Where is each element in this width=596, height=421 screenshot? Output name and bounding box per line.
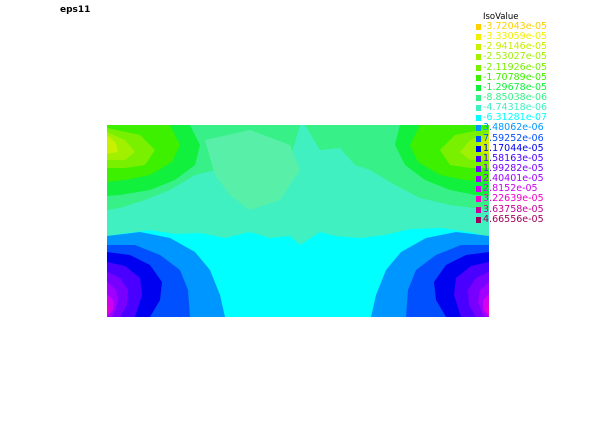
- legend-label: 4.66556e-05: [483, 213, 544, 225]
- legend-label: -3.72043e-05: [483, 21, 548, 32]
- legend-swatch: [476, 186, 481, 193]
- legend-label: 1.99282e-05: [483, 162, 544, 174]
- legend-label: 3.63758e-05: [483, 203, 544, 215]
- legend-item: 7.59252e-06: [474, 133, 544, 144]
- legend-label: -1.29678e-05: [483, 81, 548, 93]
- legend-label: 2.8152e-05: [483, 183, 538, 195]
- legend-item: -3.72043e-05: [474, 22, 547, 32]
- legend-item: -4.74318e-06: [474, 103, 547, 113]
- legend-swatch: [476, 34, 481, 41]
- legend-swatch: [476, 176, 481, 183]
- legend-item: -3.33059e-05: [474, 32, 547, 42]
- legend-label: -6.31281e-07: [483, 112, 548, 124]
- chart-title: eps11: [60, 5, 91, 15]
- legend-item: -6.31281e-07: [474, 113, 547, 123]
- legend-swatch: [476, 135, 481, 142]
- contour-field: [107, 125, 489, 317]
- legend-swatch: [476, 94, 481, 101]
- legend-item: -2.94146e-05: [474, 42, 547, 52]
- region-green-tr4: [460, 132, 489, 160]
- legend-item: -2.11926e-05: [474, 62, 547, 73]
- legend: IsoValue -3.72043e-05 -3.33059e-05 -2.9414…: [474, 12, 547, 225]
- legend-label: 3.22639e-05: [483, 193, 544, 205]
- legend-label: 1.58163e-05: [483, 152, 544, 164]
- region-blue-br8: [486, 304, 489, 315]
- legend-label: -2.11926e-05: [483, 61, 548, 73]
- legend-swatch: [476, 165, 481, 172]
- legend-swatch: [476, 206, 481, 213]
- legend-item: 3.63758e-05: [474, 204, 544, 215]
- region-center-light: [205, 130, 300, 210]
- region-blue-bl8: [107, 304, 110, 315]
- region-green-tl5: [107, 135, 118, 154]
- legend-swatch: [476, 84, 481, 91]
- legend-swatch: [476, 115, 481, 122]
- legend-label: -2.53027e-05: [483, 51, 548, 63]
- legend-item: 1.99282e-05: [474, 163, 544, 174]
- legend-item: 4.66556e-05: [474, 214, 544, 225]
- legend-label: -1.70789e-05: [483, 71, 548, 83]
- legend-label: 7.59252e-06: [483, 132, 544, 144]
- legend-label: -3.33059e-05: [483, 31, 548, 43]
- legend-item: 2.40401e-05: [474, 174, 544, 184]
- legend-label: 3.48062e-06: [483, 122, 544, 134]
- legend-label: 1.17044e-05: [483, 142, 544, 154]
- legend-swatch: [476, 196, 481, 203]
- legend-item: 2.8152e-05: [474, 184, 540, 194]
- legend-item: -1.70789e-05: [474, 72, 547, 83]
- legend-label: 2.40401e-05: [483, 173, 544, 185]
- legend-swatch: [476, 44, 481, 51]
- legend-item: 1.17044e-05: [474, 143, 544, 154]
- legend-swatch: [476, 105, 481, 112]
- legend-label: -4.74318e-06: [483, 102, 548, 114]
- legend-item: 1.58163e-05: [474, 153, 544, 164]
- legend-item: 3.22639e-05: [474, 194, 544, 204]
- legend-label: -2.94146e-05: [483, 41, 548, 53]
- legend-swatch: [476, 216, 481, 223]
- legend-items: -3.72043e-05 -3.33059e-05 -2.94146e-05 -2.5…: [474, 22, 547, 225]
- legend-item: -1.29678e-05: [474, 82, 547, 93]
- legend-item: -8.85038e-06: [474, 92, 547, 103]
- legend-swatch: [476, 54, 481, 61]
- legend-swatch: [476, 145, 481, 152]
- legend-swatch: [476, 74, 481, 81]
- legend-swatch: [476, 24, 481, 30]
- legend-item: -2.53027e-05: [474, 52, 547, 62]
- legend-item: 3.48062e-06: [474, 123, 544, 133]
- region-green-tl4: [107, 132, 135, 160]
- legend-swatch: [476, 125, 481, 132]
- legend-label: -8.85038e-06: [483, 91, 548, 103]
- legend-swatch: [476, 64, 481, 71]
- legend-swatch: [476, 155, 481, 162]
- legend-title: IsoValue: [483, 12, 519, 22]
